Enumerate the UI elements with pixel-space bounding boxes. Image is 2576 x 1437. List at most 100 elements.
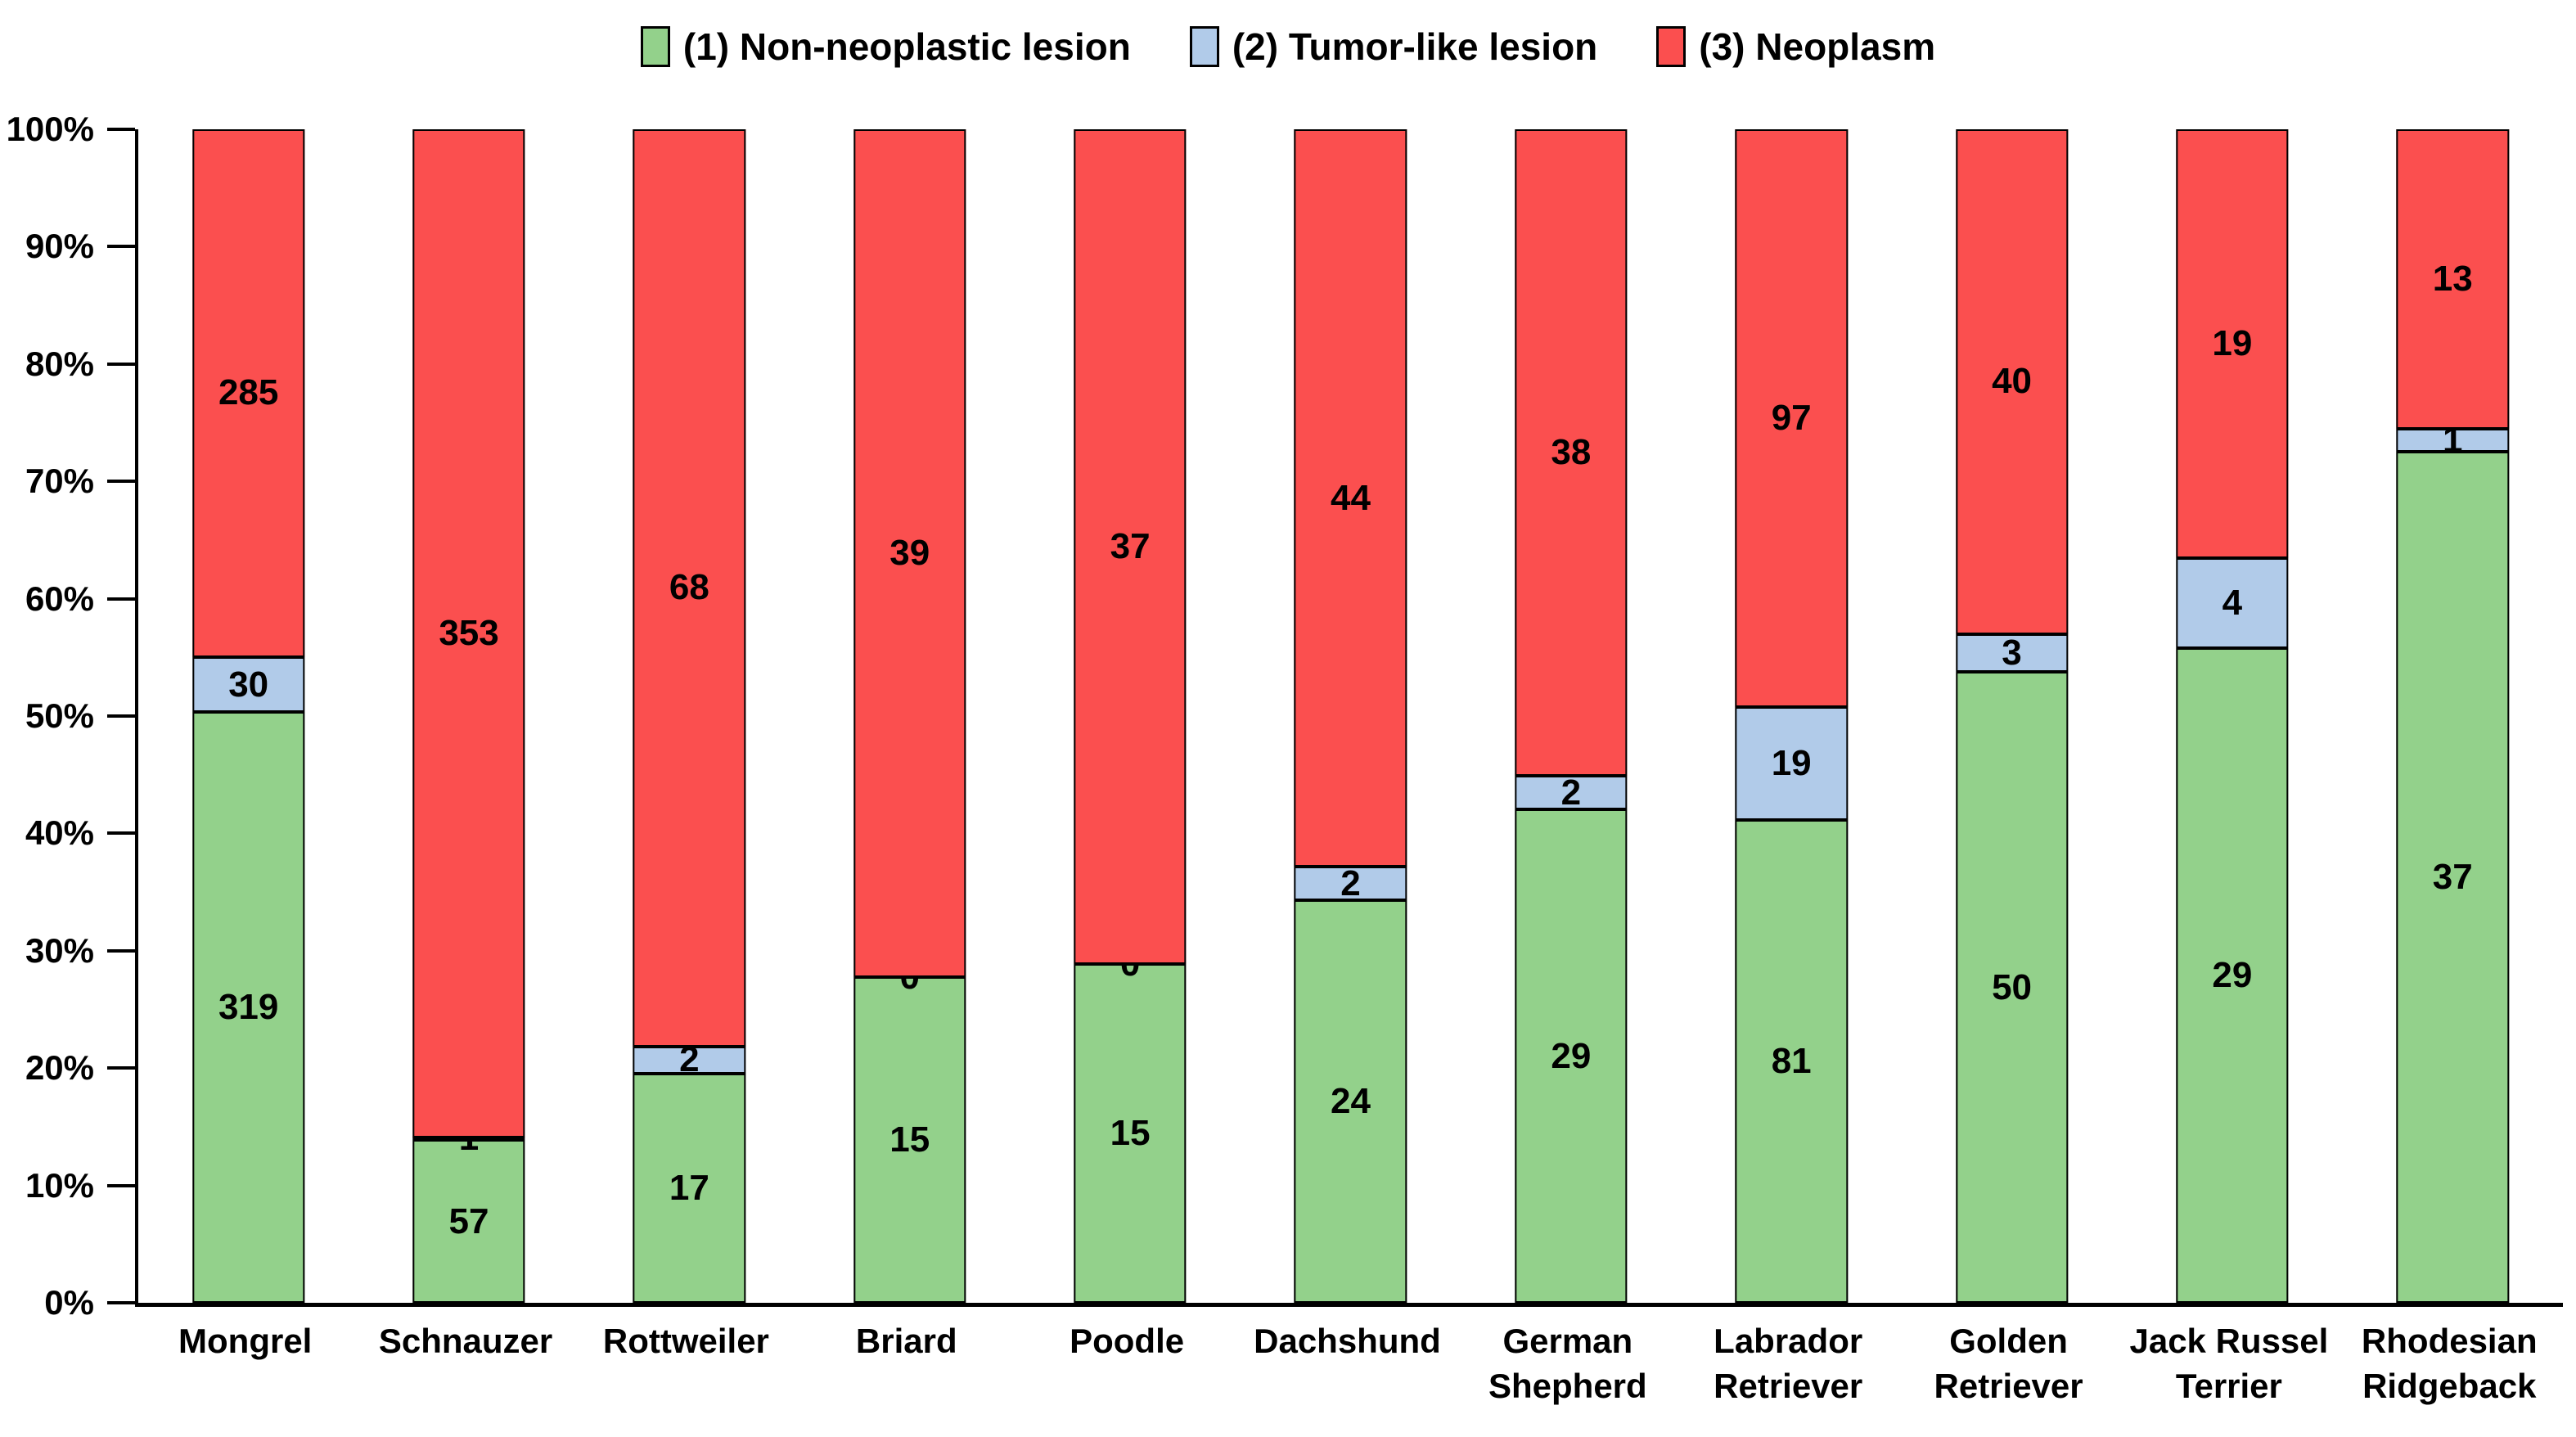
legend-label: (1) Non-neoplastic lesion (682, 25, 1131, 68)
bar-segment: 29 (2176, 648, 2289, 1303)
bar-segment: 15 (853, 976, 966, 1303)
bar-segment: 97 (1735, 129, 1848, 708)
bar-segment: 50 (1955, 672, 2069, 1303)
bar-segment: 319 (191, 712, 305, 1303)
bar: 81 19 97 (1735, 129, 1848, 1303)
legend-label: (2) Tumor-like lesion (1232, 25, 1598, 68)
bar-segment: 17 (633, 1073, 746, 1303)
bar-segment: 1 (2396, 421, 2509, 457)
bar-segment: 30 (191, 656, 305, 713)
bar: 37 1 13 (2396, 129, 2509, 1303)
bar-segment: 68 (633, 129, 746, 1047)
legend-item: (2) Tumor-like lesion (1189, 25, 1598, 68)
bar-column: 15037 (1020, 129, 1240, 1303)
bar: 24 2 44 (1294, 129, 1407, 1303)
legend-swatch-icon (1656, 26, 1687, 67)
y-axis-tick-mark (107, 480, 135, 484)
bar-segment: 39 (853, 129, 966, 977)
y-axis-tick-label: 30% (25, 930, 94, 970)
bar-segment-label: 30 (228, 664, 269, 705)
y-axis-tick-label: 80% (25, 344, 94, 383)
y-axis-tick-mark (107, 948, 135, 953)
legend-label: (3) Neoplasm (1699, 25, 1936, 68)
legend: (1) Non-neoplastic lesion (2) Tumor-like … (0, 26, 2576, 67)
bar-segment-label: 2 (1340, 863, 1361, 903)
bar-column: 17 2 68 (579, 129, 799, 1303)
y-axis-tick-label: 100% (6, 110, 94, 148)
y-axis-tick-label: 50% (25, 696, 94, 735)
bar-segment-label: 97 (1771, 398, 1812, 439)
bar-segment-label: 44 (1330, 477, 1371, 518)
bar: 29 2 38 (1515, 129, 1628, 1303)
bar-segment-label: 50 (1992, 966, 2033, 1007)
bar-segment: 57 (412, 1140, 525, 1303)
bar-segment-label: 39 (889, 532, 930, 573)
bar-segment-label: 353 (439, 612, 499, 653)
bar-segment-label: 81 (1771, 1041, 1812, 1082)
bar-column: 50 3 40 (1902, 129, 2122, 1303)
bar-segment: 353 (412, 129, 525, 1137)
bar-column: 37 1 13 (2343, 129, 2563, 1303)
bar-segment: 2 (633, 1042, 746, 1078)
bar-segment-label: 29 (1551, 1035, 1592, 1076)
bar: 15037 (1074, 129, 1187, 1303)
bar-segment-label: 29 (2212, 955, 2253, 996)
bar-segment-label: 2 (1560, 772, 1582, 813)
category-label: Schnauzer (378, 1322, 553, 1360)
bar-segment: 81 (1735, 820, 1848, 1303)
bar-segment-label: 38 (1551, 431, 1592, 472)
bar: 17 2 68 (633, 129, 746, 1303)
bar-segment: 4 (2176, 557, 2289, 649)
bar: 29 4 19 (2176, 129, 2289, 1303)
bar-segment-label: 2 (679, 1039, 700, 1080)
category-label: Rottweiler (602, 1322, 769, 1360)
category-label: Jack Russel Terrier (2129, 1322, 2329, 1405)
y-axis-tick-label: 70% (25, 462, 94, 501)
bar-column: 24 2 44 (1241, 129, 1461, 1303)
category-label: Briard (855, 1322, 957, 1360)
bar-segment-label: 319 (218, 987, 279, 1028)
bar-segment: 19 (1735, 707, 1848, 821)
bar-segment: 40 (1955, 129, 2069, 634)
bar-column: 319 30 285 (138, 129, 358, 1303)
bar-segment-label: 15 (889, 1119, 930, 1160)
bar-segment: 19 (2176, 129, 2289, 558)
category-label: Labrador Retriever (1714, 1322, 1863, 1405)
bar-segment: 3 (1955, 632, 2069, 673)
bar-segment-label: 15 (1110, 1113, 1151, 1154)
bar-segment: 13 (2396, 129, 2509, 429)
bar-segment-label: 37 (1110, 526, 1151, 567)
bar-segment: 285 (191, 129, 305, 657)
y-axis-tick-mark (107, 245, 135, 249)
y-axis-tick-mark (107, 1066, 135, 1070)
bar-segment: 29 (1515, 809, 1628, 1303)
bar-segment-label: 24 (1330, 1081, 1371, 1122)
category-label: Dachshund (1254, 1322, 1441, 1360)
bar: 50 3 40 (1955, 129, 2069, 1303)
y-axis-tick-label: 60% (25, 579, 94, 618)
bar-segment: 37 (1074, 129, 1187, 965)
bar: 15039 (853, 129, 966, 1303)
bar-column: 29 2 38 (1461, 129, 1681, 1303)
bar-segment-label: 19 (2212, 322, 2253, 363)
x-axis-labels: Mongrel Schnauzer Rottweiler Briard Poodle Da… (135, 1319, 2560, 1408)
y-axis-tick-label: 0% (44, 1283, 94, 1322)
bar-segment-label: 13 (2432, 258, 2473, 299)
legend-item: (3) Neoplasm (1656, 26, 1935, 67)
bar-column: 29 4 19 (2122, 129, 2342, 1303)
bar-segment-label: 19 (1771, 743, 1812, 784)
bar-segment-label: 68 (669, 567, 709, 608)
y-axis-tick-mark (107, 1301, 135, 1304)
bar-segment: 2 (1294, 863, 1407, 903)
bar-segment-label: 57 (448, 1201, 489, 1241)
bar: 319 30 285 (191, 129, 305, 1303)
bar-segment: 44 (1294, 129, 1407, 867)
bar-segment: 15 (1074, 964, 1187, 1303)
bar-column: 15039 (799, 129, 1020, 1303)
y-axis-tick-mark (107, 831, 135, 836)
bar-segment: 24 (1294, 900, 1407, 1303)
bar-segment-label: 3 (2002, 632, 2022, 673)
y-axis-tick-label: 10% (25, 1165, 94, 1205)
category-label: Golden Retriever (1934, 1322, 2083, 1405)
legend-swatch-icon (1189, 26, 1219, 67)
